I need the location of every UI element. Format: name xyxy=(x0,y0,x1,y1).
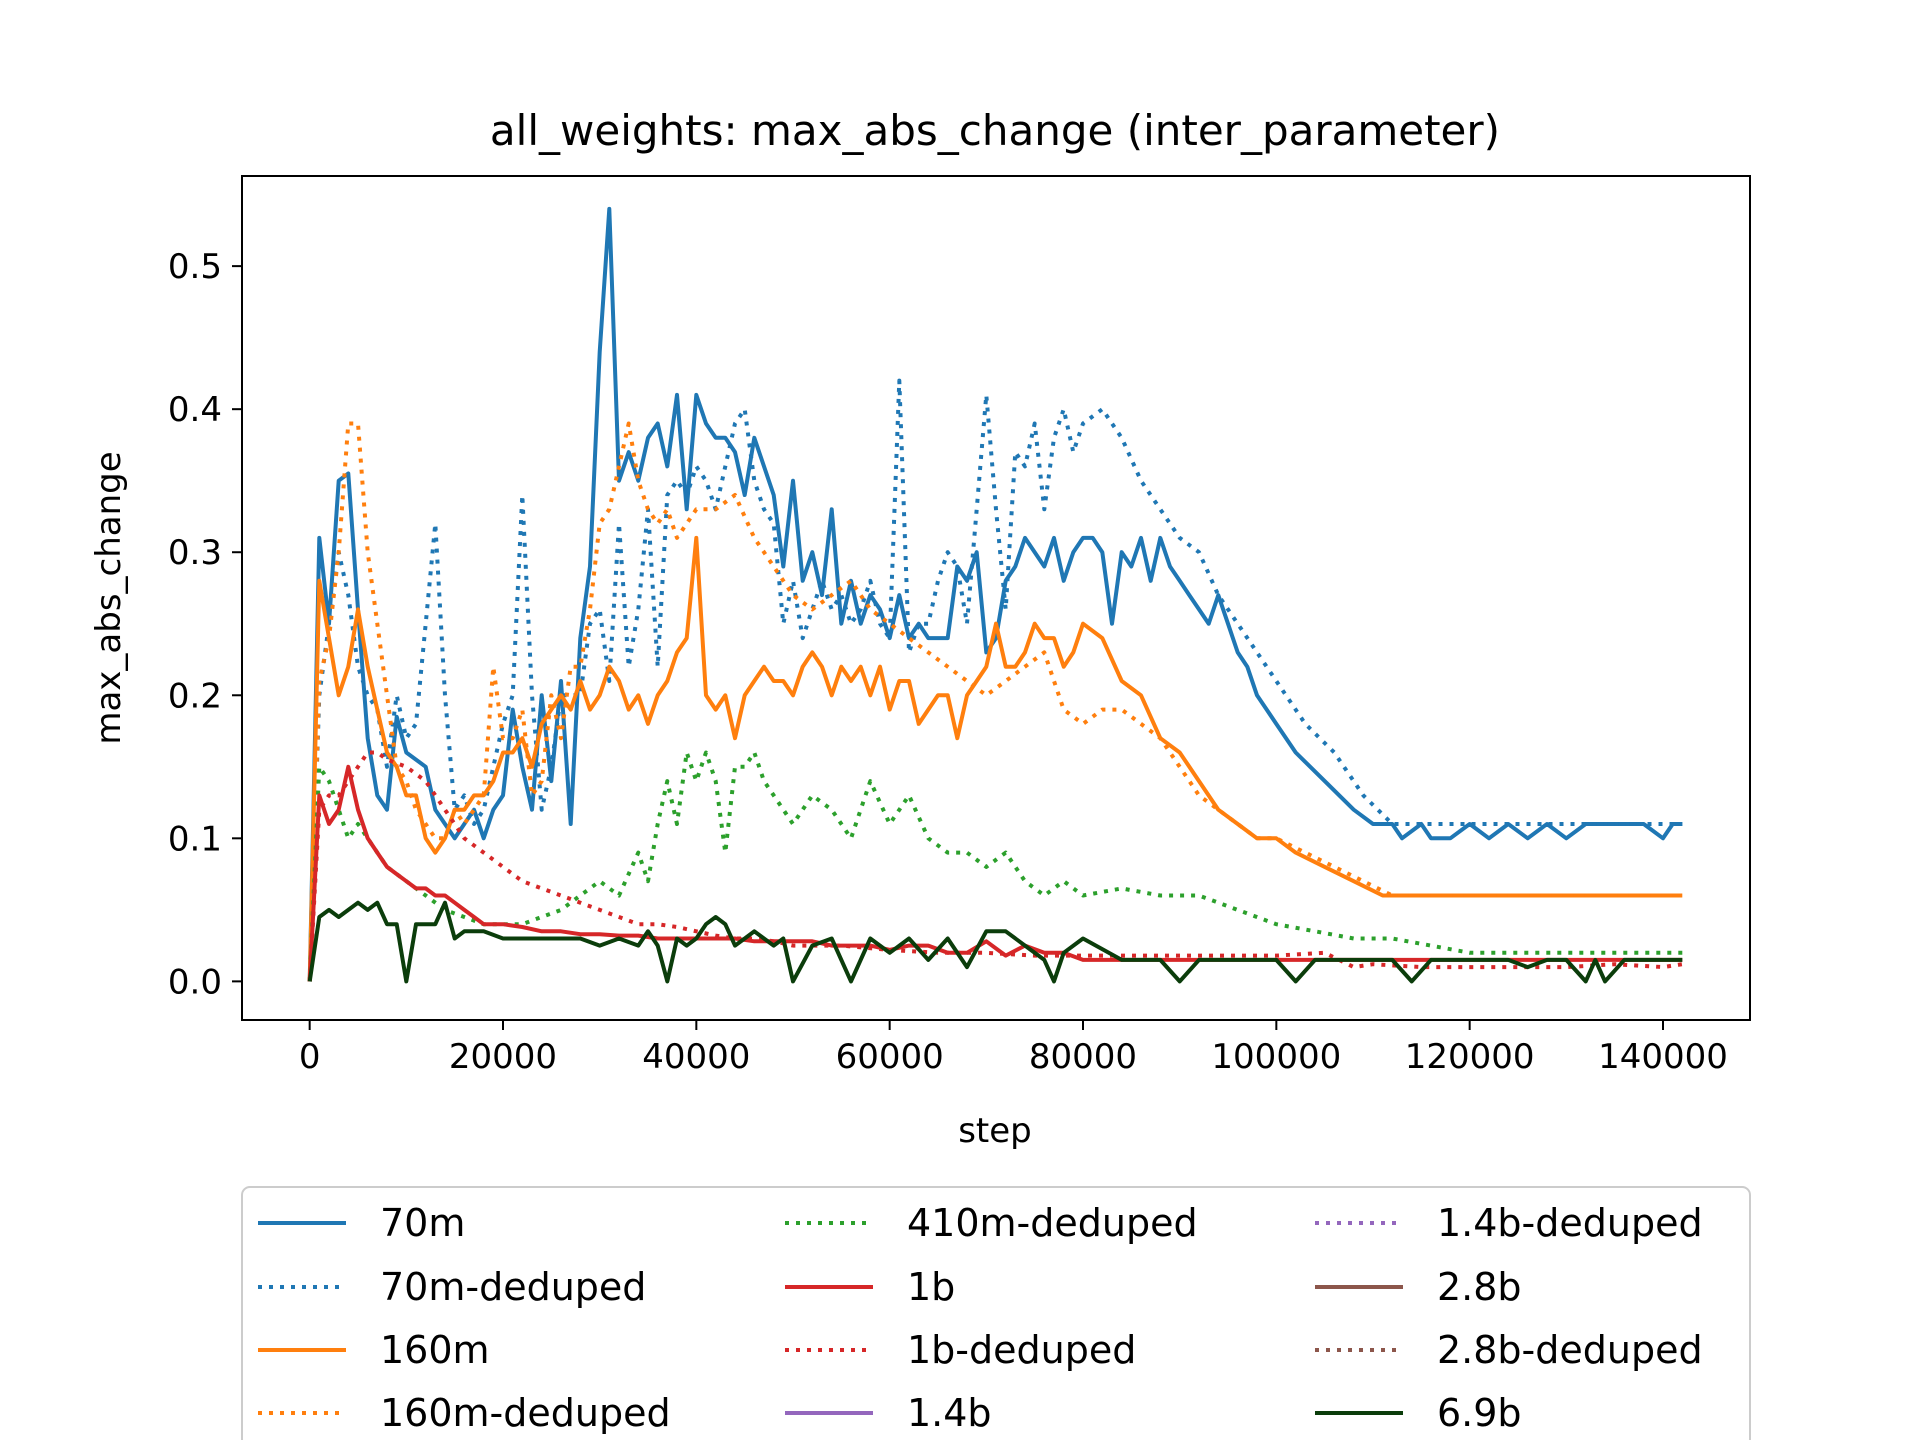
x-axis: 0 20000 40000 60000 80000 100000 120000 140000 xyxy=(299,1020,1728,1077)
legend-frame xyxy=(241,1186,1751,1440)
y-tick-label: 0.5 xyxy=(168,247,222,287)
series-line-6 xyxy=(307,750,1683,982)
y-tick-label: 0.2 xyxy=(168,676,222,716)
y-axis: 0.0 0.1 0.2 0.3 0.4 0.5 xyxy=(168,247,242,1002)
legend-label-7: 1.4b xyxy=(907,1391,992,1435)
y-tick-label: 0.0 xyxy=(168,962,222,1002)
series-layer xyxy=(307,206,1683,984)
x-tick-label: 0 xyxy=(299,1037,321,1077)
legend-label-3: 160m-deduped xyxy=(380,1391,671,1435)
legend-label-1: 70m-deduped xyxy=(380,1265,646,1309)
x-tick-label: 120000 xyxy=(1405,1037,1535,1077)
series-line-2 xyxy=(307,535,1683,982)
x-axis-label: step xyxy=(958,1111,1032,1151)
legend-label-5: 1b xyxy=(907,1265,955,1309)
series-line-0 xyxy=(307,206,1683,982)
y-tick-label: 0.3 xyxy=(168,533,222,573)
y-tick-label: 0.4 xyxy=(168,390,222,430)
y-axis-label: max_abs_change xyxy=(89,451,129,744)
x-tick-label: 140000 xyxy=(1598,1037,1728,1077)
series-line-3 xyxy=(307,421,1683,982)
series-line-11 xyxy=(307,900,1683,984)
legend-label-9: 2.8b xyxy=(1437,1265,1522,1309)
x-tick-label: 40000 xyxy=(642,1037,750,1077)
legend-label-0: 70m xyxy=(380,1201,465,1245)
x-tick-label: 80000 xyxy=(1029,1037,1137,1077)
legend-label-10: 2.8b-deduped xyxy=(1437,1328,1703,1372)
y-tick-label: 0.1 xyxy=(168,819,222,859)
x-tick-label: 100000 xyxy=(1211,1037,1341,1077)
legend: 70m 70m-deduped 160m 160m-deduped 410m-dedup… xyxy=(241,1186,1751,1440)
x-tick-label: 60000 xyxy=(836,1037,944,1077)
legend-label-6: 1b-deduped xyxy=(907,1328,1136,1372)
plot-frame xyxy=(241,175,1751,1021)
legend-label-11: 6.9b xyxy=(1437,1391,1522,1435)
chart-title: all_weights: max_abs_change (inter_param… xyxy=(490,106,1500,155)
legend-label-2: 160m xyxy=(380,1328,490,1372)
legend-label-4: 410m-deduped xyxy=(907,1201,1198,1245)
x-tick-label: 20000 xyxy=(449,1037,557,1077)
legend-label-8: 1.4b-deduped xyxy=(1437,1201,1703,1245)
